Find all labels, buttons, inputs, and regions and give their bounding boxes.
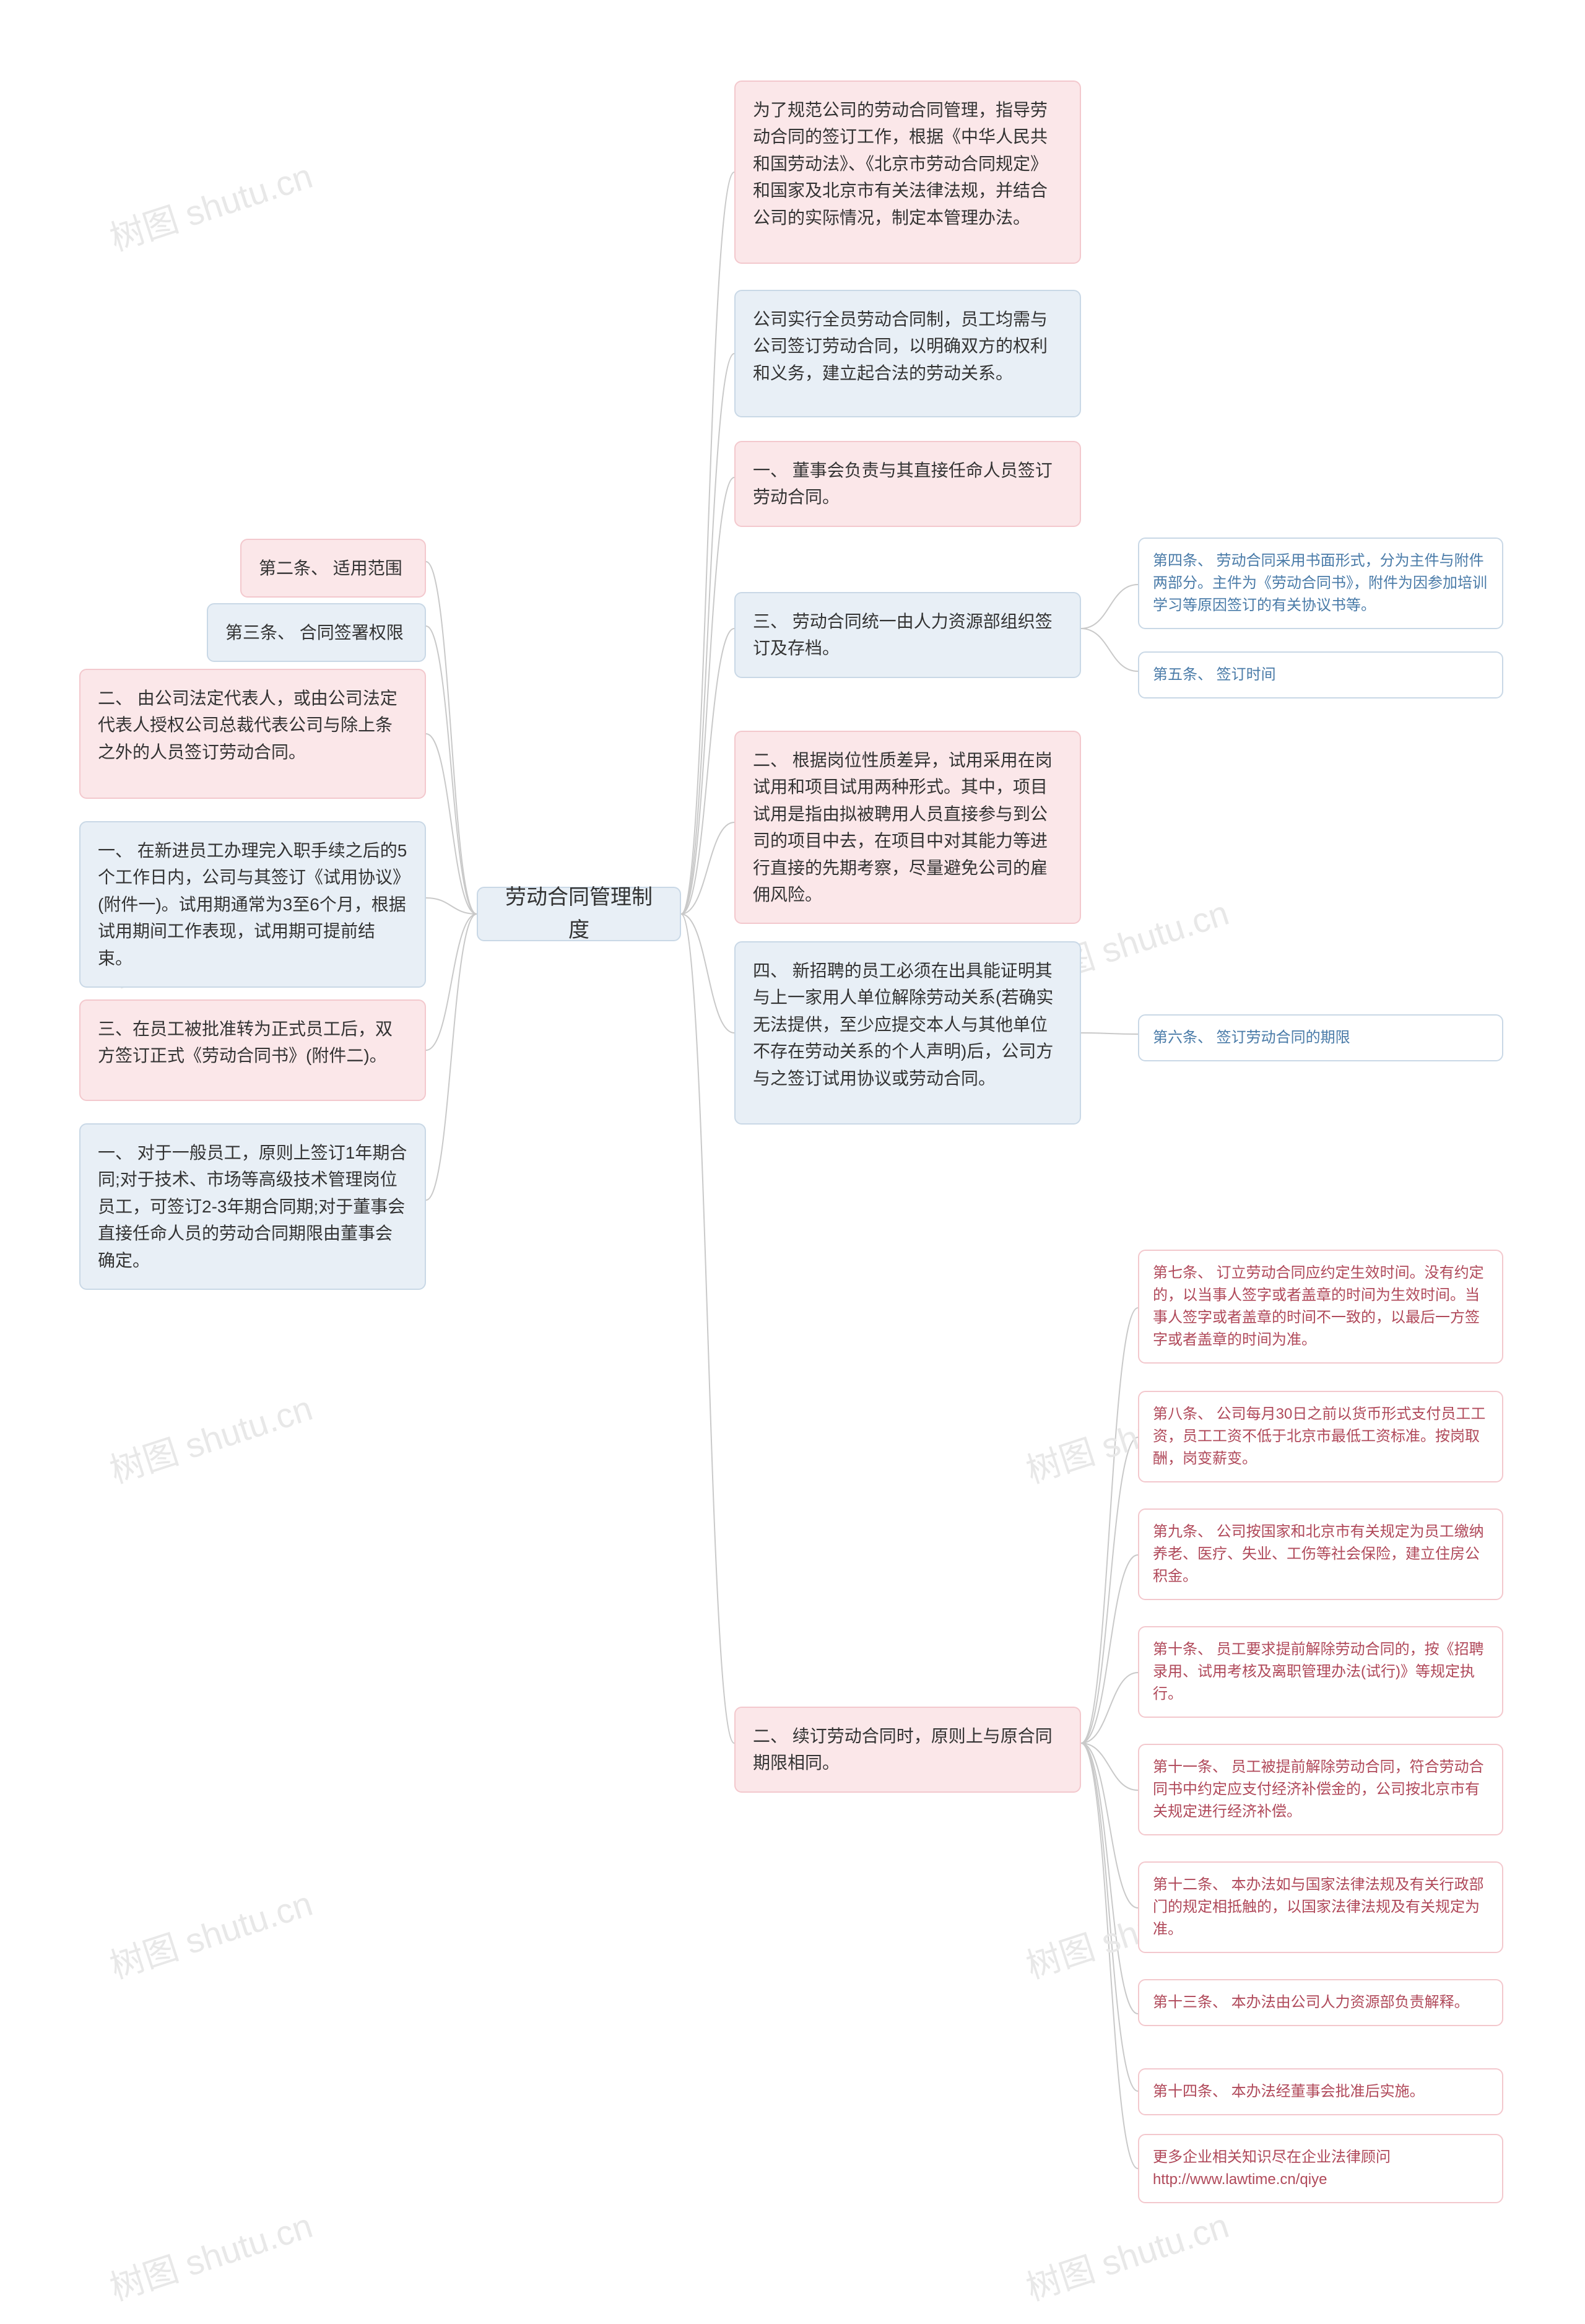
connector-line bbox=[1081, 1673, 1138, 1743]
mindmap-node: 第十三条、 本办法由公司人力资源部负责解释。 bbox=[1138, 1979, 1503, 2026]
watermark: 树图 shutu.cn bbox=[103, 1381, 318, 1494]
connector-line bbox=[681, 172, 734, 914]
mindmap-node: 第八条、 公司每月30日之前以货币形式支付员工工资，员工工资不低于北京市最低工资… bbox=[1138, 1391, 1503, 1482]
mindmap-node: 二、 续订劳动合同时，原则上与原合同期限相同。 bbox=[734, 1707, 1081, 1793]
mindmap-node: 三、 劳动合同统一由人力资源部组织签订及存档。 bbox=[734, 592, 1081, 678]
mindmap-node: 第六条、 签订劳动合同的期限 bbox=[1138, 1014, 1503, 1061]
connector-line bbox=[681, 914, 734, 1743]
connector-line bbox=[681, 822, 734, 914]
watermark: 树图 shutu.cn bbox=[103, 2198, 318, 2311]
mindmap-node: 四、 新招聘的员工必须在出具能证明其与上一家用人单位解除劳动关系(若确实无法提供… bbox=[734, 941, 1081, 1125]
mindmap-node: 为了规范公司的劳动合同管理，指导劳动合同的签订工作，根据《中华人民共和国劳动法》… bbox=[734, 81, 1081, 264]
mindmap-node: 第四条、 劳动合同采用书面形式，分为主件与附件两部分。主件为《劳动合同书》，附件… bbox=[1138, 537, 1503, 629]
connector-line bbox=[681, 354, 734, 914]
connector-line bbox=[1081, 1743, 1138, 1908]
mindmap-node: 第十四条、 本办法经董事会批准后实施。 bbox=[1138, 2068, 1503, 2115]
mindmap-node: 第七条、 订立劳动合同应约定生效时间。没有约定的，以当事人签字或者盖章的时间为生… bbox=[1138, 1250, 1503, 1364]
connector-line bbox=[1081, 585, 1138, 629]
watermark: 树图 shutu.cn bbox=[1019, 2198, 1235, 2311]
connector-line bbox=[426, 626, 477, 914]
connector-line bbox=[426, 898, 477, 914]
connector-line bbox=[1081, 1437, 1138, 1743]
connector-line bbox=[426, 734, 477, 914]
connector-line bbox=[1081, 1743, 1138, 1790]
mindmap-root: 劳动合同管理制度 bbox=[477, 887, 681, 941]
mindmap-node: 二、 由公司法定代表人，或由公司法定代表人授权公司总裁代表公司与除上条之外的人员… bbox=[79, 669, 426, 799]
connector-line bbox=[681, 477, 734, 914]
connector-line bbox=[1081, 1743, 1138, 2014]
mindmap-node: 一、 在新进员工办理完入职手续之后的5个工作日内，公司与其签订《试用协议》(附件… bbox=[79, 821, 426, 988]
mindmap-node: 一、 对于一般员工，原则上签订1年期合同;对于技术、市场等高级技术管理岗位员工，… bbox=[79, 1123, 426, 1290]
connector-line bbox=[1081, 1555, 1138, 1743]
connector-line bbox=[681, 629, 734, 914]
mindmap-node: 公司实行全员劳动合同制，员工均需与公司签订劳动合同，以明确双方的权利和义务，建立… bbox=[734, 290, 1081, 417]
connector-line bbox=[1081, 1743, 1138, 2169]
mindmap-node: 第十一条、 员工被提前解除劳动合同，符合劳动合同书中约定应支付经济补偿金的，公司… bbox=[1138, 1744, 1503, 1835]
watermark: 树图 shutu.cn bbox=[103, 149, 318, 261]
mindmap-node: 第二条、 适用范围 bbox=[240, 539, 426, 598]
mindmap-node: 二、 根据岗位性质差异，试用采用在岗试用和项目试用两种形式。其中，项目试用是指由… bbox=[734, 731, 1081, 924]
connector-line bbox=[1081, 1308, 1138, 1743]
connector-line bbox=[681, 914, 734, 1033]
mindmap-node: 三、在员工被批准转为正式员工后，双方签订正式《劳动合同书》(附件二)。 bbox=[79, 999, 426, 1101]
connector-line bbox=[426, 914, 477, 1200]
mindmap-node: 第三条、 合同签署权限 bbox=[207, 603, 426, 662]
connector-line bbox=[1081, 1743, 1138, 2091]
mindmap-node: 一、 董事会负责与其直接任命人员签订劳动合同。 bbox=[734, 441, 1081, 527]
mindmap-node: 第五条、 签订时间 bbox=[1138, 651, 1503, 699]
mindmap-node: 第九条、 公司按国家和北京市有关规定为员工缴纳养老、医疗、失业、工伤等社会保险，… bbox=[1138, 1508, 1503, 1600]
connector-line bbox=[1081, 1033, 1138, 1034]
watermark: 树图 shutu.cn bbox=[103, 1876, 318, 1989]
connector-line bbox=[426, 562, 477, 914]
mindmap-node: 第十条、 员工要求提前解除劳动合同的，按《招聘录用、试用考核及离职管理办法(试行… bbox=[1138, 1626, 1503, 1718]
connector-line bbox=[1081, 629, 1138, 671]
mindmap-node: 第十二条、 本办法如与国家法律法规及有关行政部门的规定相抵触的，以国家法律法规及… bbox=[1138, 1861, 1503, 1953]
connector-line bbox=[426, 914, 477, 1050]
mindmap-node: 更多企业相关知识尽在企业法律顾问http://www.lawtime.cn/qi… bbox=[1138, 2134, 1503, 2203]
